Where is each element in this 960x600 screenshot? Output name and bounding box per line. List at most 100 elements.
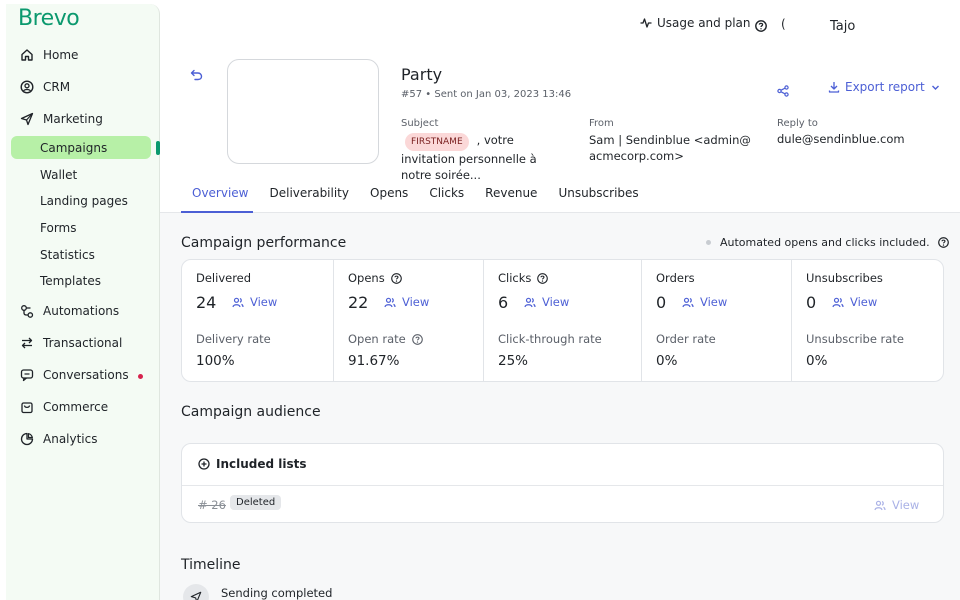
sidebar-item-transactional[interactable]: Transactional [12,331,156,355]
view-label: View [250,295,278,309]
list-id: # 26 [198,498,226,512]
contacts-icon [19,79,35,95]
rate-label-text: Open rate [348,332,406,346]
view-delivered-button[interactable]: View [232,295,277,309]
included-lists-header[interactable]: Included lists [198,457,307,471]
metric-value: 0 [806,293,817,312]
metric-delivered: Delivered 24 View Delivery rate 100% [182,260,334,381]
sidebar-item-marketing[interactable]: Marketing [12,107,156,131]
help-icon[interactable] [937,237,949,248]
rate-label: Click-through rate [498,332,602,346]
help-icon[interactable] [755,17,767,36]
reply-to-label: Reply to [777,118,818,129]
sidebar-item-home[interactable]: Home [12,43,156,67]
send-icon [190,591,202,600]
transactional-icon [19,335,35,351]
sidebar-subitem-statistics[interactable]: Statistics [40,248,95,262]
metric-unsubscribes: Unsubscribes 0 View Unsubscribe rate 0% [792,260,943,381]
sidebar-item-label: Home [43,48,79,62]
sidebar-item-label: Conversations [43,368,129,382]
view-orders-button[interactable]: View [682,295,727,309]
export-report-label: Export report [845,80,925,94]
audience-card: Included lists # 26 Deleted View [181,443,944,523]
usage-and-plan-button[interactable]: Usage and plan [640,16,751,30]
users-icon [874,500,886,510]
sidebar-item-label: Marketing [43,112,103,126]
metric-label: Opens [348,271,402,285]
metric-label: Orders [656,271,695,285]
metric-value: 22 [348,293,369,312]
sidebar-subitem-wallet[interactable]: Wallet [40,168,78,182]
campaign-meta: #57 • Sent on Jan 03, 2023 13:46 [401,89,572,100]
brevo-logo[interactable]: Brevo [18,6,80,31]
from-label: From [589,118,614,129]
view-label: View [542,295,570,309]
tab-clicks[interactable]: Clicks [429,186,465,200]
metric-label: Clicks [498,271,549,285]
chevron-down-icon [931,85,939,90]
metric-value: 6 [498,293,509,312]
tab-deliverability[interactable]: Deliverability [269,186,350,200]
timeline-event-icon [183,584,209,600]
user-avatar[interactable]: ( [781,17,786,31]
sidebar-subitem-forms[interactable]: Forms [40,221,77,235]
home-icon [19,47,35,63]
help-icon[interactable] [390,272,402,284]
campaign-title: Party [401,65,443,84]
rate-value: 100% [196,353,235,369]
users-icon [832,297,844,307]
help-icon[interactable] [411,333,423,345]
metric-label-text: Opens [348,271,385,285]
subject-value: FIRSTNAME, votre invitation personnelle … [401,132,563,183]
user-name[interactable]: Tajo [830,19,856,34]
sidebar-item-crm[interactable]: CRM [12,75,156,99]
rate-value: 0% [656,353,678,369]
export-report-button[interactable]: Export report [828,80,945,94]
sidebar-item-automations[interactable]: Automations [12,299,156,323]
view-unsubscribes-button[interactable]: View [832,295,877,309]
firstname-tag: FIRSTNAME [405,133,469,151]
sidebar-subitem-landing-pages[interactable]: Landing pages [40,194,128,208]
tab-opens[interactable]: Opens [370,186,409,200]
view-clicks-button[interactable]: View [524,295,569,309]
metric-value: 0 [656,293,667,312]
included-lists-label: Included lists [216,457,307,471]
timeline-title: Timeline [181,557,241,573]
view-label: View [402,295,430,309]
users-icon [384,297,396,307]
sidebar-subitem-templates[interactable]: Templates [40,274,102,288]
commerce-icon [19,399,35,415]
automated-opens-text: Automated opens and clicks included. [720,236,930,249]
sidebar-subitem-campaigns[interactable]: Campaigns [40,141,108,155]
rate-label: Unsubscribe rate [806,332,904,346]
users-icon [682,297,694,307]
metric-opens: Opens 22 View Open rate 91.67% [334,260,484,381]
active-nav-marker [156,141,160,155]
sidebar-item-label: CRM [43,80,71,94]
metric-label: Delivered [196,271,252,285]
tab-unsubscribes[interactable]: Unsubscribes [558,186,639,200]
rate-label: Order rate [656,332,716,346]
share-button[interactable] [777,82,789,101]
sidebar-item-label: Automations [43,304,120,318]
tab-overview[interactable]: Overview [192,186,249,200]
campaign-audience-title: Campaign audience [181,404,321,420]
view-label: View [892,498,920,512]
view-label: View [850,295,878,309]
campaign-thumbnail[interactable] [227,59,379,164]
help-icon[interactable] [537,272,549,284]
sidebar-item-commerce[interactable]: Commerce [12,395,156,419]
view-list-button[interactable]: View [874,498,919,512]
subject-label: Subject [401,118,439,129]
note-dot [706,240,711,245]
conversations-notification-dot [138,374,143,379]
metric-orders: Orders 0 View Order rate 0% [642,260,792,381]
plus-circle-icon [198,458,210,470]
tab-revenue[interactable]: Revenue [485,186,538,200]
view-opens-button[interactable]: View [384,295,429,309]
back-button[interactable] [190,66,203,85]
timeline-event-text: Sending completed [221,586,333,600]
sidebar-item-analytics[interactable]: Analytics [12,427,156,451]
view-label: View [700,295,728,309]
sidebar-item-conversations[interactable]: Conversations [12,363,156,387]
